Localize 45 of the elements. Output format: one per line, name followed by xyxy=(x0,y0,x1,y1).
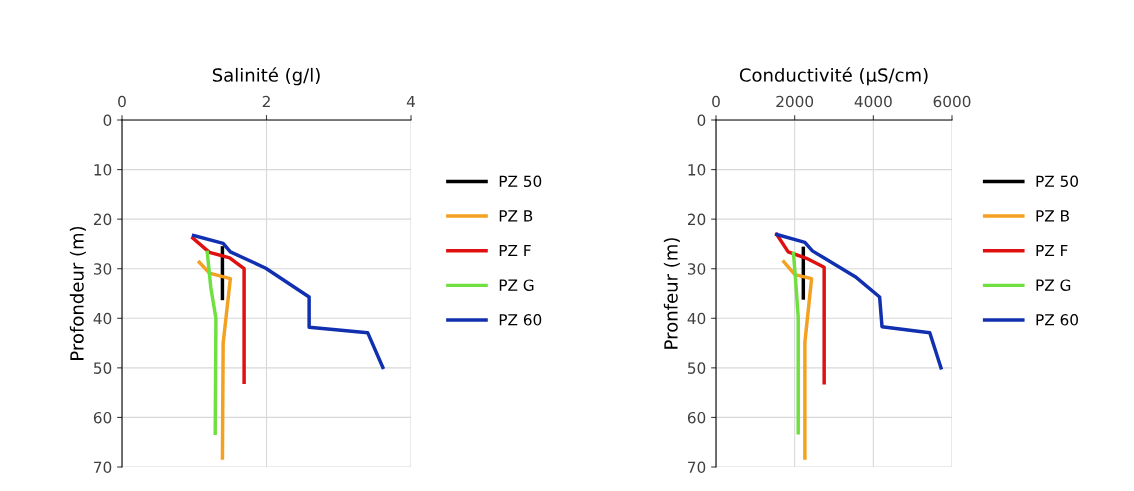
y-tick-label: 70 xyxy=(94,461,112,474)
y-tick-label: 20 xyxy=(687,213,706,226)
y-tick-label: 40 xyxy=(93,312,112,325)
line-series xyxy=(191,236,246,384)
y-tick-label: 50 xyxy=(94,362,112,374)
x-tick-label: 2000 xyxy=(776,95,814,108)
y-tick-label: 30 xyxy=(688,263,706,275)
line-series xyxy=(775,232,943,370)
y-tick-label: 10 xyxy=(94,164,112,176)
legend-label: PZ B xyxy=(499,210,533,222)
line-series xyxy=(205,250,218,436)
y-tick-label: 10 xyxy=(688,164,706,176)
legend-label: PZ G xyxy=(499,279,534,291)
y-tick-label: 60 xyxy=(93,411,112,424)
y-tick-label: 20 xyxy=(93,213,112,226)
x-axis-title: Salinité (g/l) xyxy=(212,67,320,86)
legend-label: PZ 60 xyxy=(1036,314,1079,326)
x-axis-title: Conductivité (µS/cm) xyxy=(739,67,928,86)
x-tick-label: 4 xyxy=(406,95,415,108)
y-tick-label: 40 xyxy=(687,312,706,325)
line-series xyxy=(197,260,233,460)
legend-label: PZ F xyxy=(1036,244,1068,257)
y-axis-title: Profondeur (m) xyxy=(69,226,86,360)
line-series xyxy=(791,251,800,435)
x-tick-label: 6000 xyxy=(933,95,971,108)
line-series xyxy=(191,233,385,370)
x-tick-label: 4000 xyxy=(854,95,892,108)
x-tick-label: 0 xyxy=(118,95,126,108)
x-tick-label: 2 xyxy=(262,95,270,108)
y-axis-title: Pronfeur (m) xyxy=(663,238,680,349)
y-tick-label: 70 xyxy=(688,461,706,474)
x-tick-label: 0 xyxy=(712,95,720,108)
legend-label: PZ 60 xyxy=(499,314,542,326)
line-series xyxy=(775,232,826,385)
legend-label: PZ F xyxy=(499,244,531,257)
y-tick-label: 30 xyxy=(94,263,112,275)
y-tick-label: 0 xyxy=(103,114,112,127)
legend-label: PZ B xyxy=(1036,210,1069,222)
legend-label: PZ G xyxy=(1036,279,1071,291)
y-tick-label: 0 xyxy=(697,114,706,127)
y-tick-label: 50 xyxy=(688,362,706,374)
y-tick-label: 60 xyxy=(687,411,706,424)
legend-label: PZ 50 xyxy=(1036,175,1079,187)
legend-label: PZ 50 xyxy=(499,175,542,187)
line-series xyxy=(782,260,814,460)
